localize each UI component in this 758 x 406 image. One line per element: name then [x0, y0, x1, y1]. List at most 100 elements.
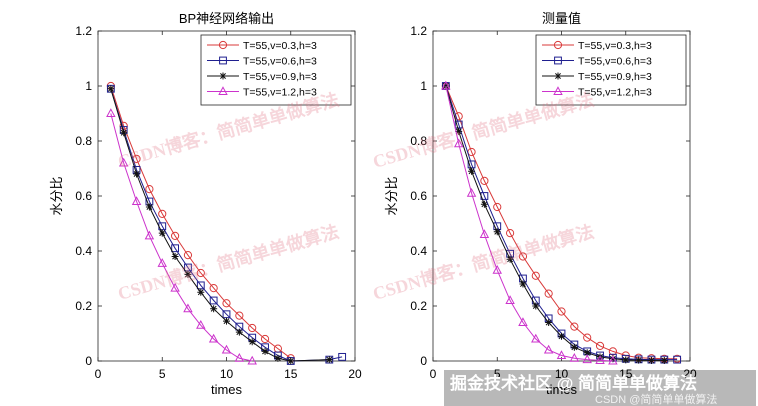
data-point-circle	[583, 333, 592, 342]
data-point-asterisk	[197, 288, 205, 296]
data-point-asterisk	[532, 302, 540, 310]
x-axis-label: times	[211, 382, 243, 397]
data-point-asterisk	[133, 170, 141, 178]
y-tick-label: 0.2	[410, 299, 427, 313]
data-point-triangle	[144, 230, 155, 240]
data-point-circle	[209, 284, 218, 293]
data-point-triangle	[569, 353, 580, 362]
data-point-asterisk	[120, 129, 128, 137]
data-point-circle	[493, 202, 502, 212]
data-point-circle	[506, 229, 515, 238]
y-tick-label: 1	[85, 79, 92, 93]
data-point-triangle	[183, 303, 193, 313]
data-point-circle	[248, 323, 257, 333]
legend-entry: T=55,v=1.2,h=3	[542, 86, 652, 99]
data-point-triangle	[170, 282, 180, 292]
data-point-asterisk	[570, 343, 578, 351]
y-tick-label: 0	[420, 354, 427, 368]
data-point-asterisk	[622, 356, 630, 364]
x-tick-label: 20	[683, 367, 697, 381]
data-point-asterisk	[442, 82, 450, 90]
data-point-triangle	[466, 188, 477, 197]
legend-entry: T=55,v=0.6,h=3	[207, 56, 317, 68]
series-4	[441, 80, 618, 365]
data-point-asterisk	[468, 167, 476, 175]
data-point-triangle	[553, 86, 563, 95]
data-point-asterisk	[660, 356, 668, 364]
legend-entry: T=55,v=0.6,h=3	[542, 56, 652, 68]
data-point-asterisk	[287, 357, 295, 365]
data-point-square	[673, 355, 682, 364]
data-point-asterisk	[223, 317, 230, 325]
x-tick-label: 20	[348, 367, 362, 381]
y-tick-label: 1	[420, 79, 427, 93]
x-tick-label: 15	[284, 367, 298, 381]
legend-label: T=55,v=0.6,h=3	[578, 56, 652, 68]
legend: T=55,v=0.3,h=3 T=55,v=0.6,h=3 T=55,v=0.9,h…	[535, 34, 687, 106]
series-line	[110, 88, 343, 362]
data-point-asterisk	[480, 200, 488, 208]
data-point-triangle	[196, 320, 206, 329]
x-tick-label: 0	[430, 367, 437, 381]
data-point-triangle	[531, 333, 541, 343]
data-point-triangle	[492, 265, 502, 274]
data-point-asterisk	[493, 228, 501, 236]
y-tick-label: 0	[85, 354, 92, 368]
legend-entry: T=55,v=1.2,h=3	[207, 86, 317, 99]
series-line	[110, 88, 330, 362]
x-tick-label: 5	[494, 367, 501, 381]
data-point-circle	[218, 40, 228, 50]
data-point-triangle	[453, 138, 464, 148]
data-point-asterisk	[609, 355, 617, 363]
y-axis-label: 水分比	[384, 176, 399, 215]
data-point-circle	[480, 176, 489, 185]
data-point-asterisk	[235, 328, 243, 336]
x-tick-label: 5	[159, 367, 166, 381]
data-point-circle	[158, 209, 167, 218]
data-point-triangle	[221, 344, 232, 354]
y-tick-label: 1.2	[75, 24, 92, 38]
data-point-asterisk	[583, 349, 591, 357]
data-point-asterisk	[107, 85, 115, 93]
x-tick-label: 15	[619, 367, 633, 381]
data-point-circle	[608, 347, 618, 356]
data-point-circle	[531, 271, 540, 280]
data-point-asterisk	[558, 332, 565, 340]
data-point-circle	[570, 322, 579, 331]
data-point-triangle	[441, 80, 451, 90]
data-point-asterisk	[554, 72, 562, 80]
data-point-triangle	[582, 354, 592, 364]
footer-main-text: 掘金技术社区 @ 简简单单做算法	[450, 373, 697, 393]
legend-entry: T=55,v=0.9,h=3	[542, 71, 652, 83]
data-point-square	[171, 244, 179, 253]
data-point-triangle	[106, 108, 116, 117]
footer-sub-text: CSDN @简简单单做算法	[595, 392, 717, 406]
data-point-asterisk	[261, 347, 269, 355]
data-point-circle	[260, 334, 270, 344]
data-point-circle	[145, 185, 154, 194]
legend-label: T=55,v=1.2,h=3	[243, 87, 317, 99]
y-tick-label: 0.8	[75, 134, 92, 148]
data-point-circle	[183, 251, 193, 260]
legend-label: T=55,v=0.3,h=3	[578, 40, 652, 52]
x-tick-label: 10	[555, 367, 569, 381]
series-line	[110, 113, 253, 362]
data-point-circle	[553, 40, 563, 50]
data-point-triangle	[247, 355, 257, 365]
legend-label: T=55,v=0.9,h=3	[243, 71, 317, 83]
y-tick-label: 1.2	[410, 24, 427, 38]
y-tick-label: 0.2	[75, 299, 92, 313]
data-point-square	[209, 296, 218, 305]
data-point-asterisk	[248, 338, 256, 346]
data-point-asterisk	[219, 72, 227, 80]
y-tick-label: 0.6	[410, 189, 427, 203]
series-4	[106, 108, 257, 365]
data-point-asterisk	[506, 255, 514, 263]
data-point-circle	[454, 112, 463, 121]
x-tick-label: 0	[95, 367, 102, 381]
y-tick-label: 0.4	[75, 244, 92, 258]
plot-measured: 0 5 10 15 20 0 0.2 0.4 0.6 0.8 1 1.2 测量值 times 水分比 T=55…	[384, 11, 697, 397]
data-point-asterisk	[145, 203, 153, 211]
chart-title: 测量值	[542, 11, 581, 26]
